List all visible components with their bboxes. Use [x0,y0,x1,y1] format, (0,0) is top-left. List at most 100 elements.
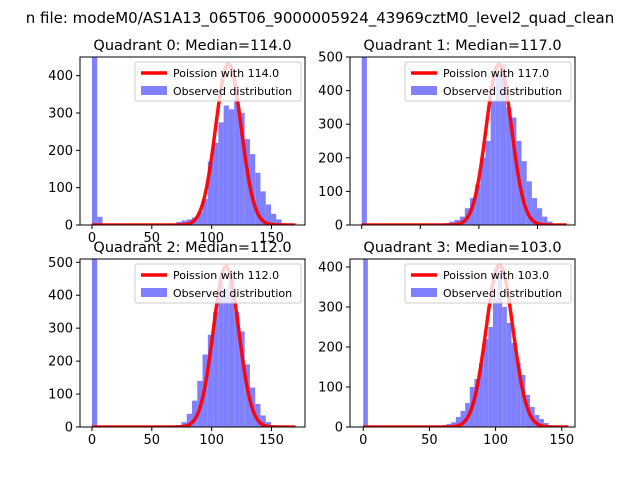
legend: Poission with 112.0 Observed distribution [134,263,302,304]
legend-box [404,61,572,102]
histogram-bar [223,288,229,427]
histogram-bar [213,142,219,225]
poisson-fit-line [90,264,297,427]
y-tick-label: 200 [48,144,73,159]
histogram-bar [451,422,456,427]
histogram-bar [506,107,512,225]
x-tick-label: 50 [144,433,161,448]
histogram-bar [218,122,224,225]
subplot-quadrant-3: Quadrant 3: Median=103.0 0 50 100 150 0 100 200… [318,240,576,448]
histogram-bar [91,259,98,427]
histogram-bar [454,219,460,225]
y-tick-label: 300 [48,107,73,122]
subplot-title: Quadrant 1: Median=117.0 [363,38,561,54]
histogram-bar [542,216,548,225]
plot-area [90,259,297,427]
x-tick-label: 0 [88,433,96,448]
legend-label-poisson: Poission with 112.0 [173,269,279,282]
legend-bar-swatch [141,86,167,95]
histogram-bar [97,216,103,225]
y-tick-label: 400 [318,84,343,99]
histogram-bar [363,259,368,427]
histogram-bar [474,379,480,427]
x-tick-label: 0 [88,231,96,246]
histogram-bar [207,334,214,427]
histogram-bar [511,343,517,427]
histogram-bar [181,220,187,225]
histogram-bar [460,411,466,427]
histogram-bar [255,172,261,225]
histogram-bar [483,339,489,427]
x-tick-label: 50 [421,433,438,448]
y-tick-label: 500 [48,256,73,271]
histogram-bar [516,363,521,427]
histogram-bar [223,105,229,225]
histogram-bar [521,161,527,225]
y-tick-label: 0 [335,219,343,234]
subplot-title: Quadrant 0: Median=114.0 [93,38,291,54]
subplot-grid: Quadrant 0: Median=114.0 0 50 100 150 0 100 200… [48,38,576,448]
y-tick-label: 200 [318,151,343,166]
histogram-bar [260,415,266,427]
histogram-bar [244,139,250,225]
histogram-bar [265,204,272,225]
histogram-bar [197,211,203,225]
x-tick-label: 100 [199,433,224,448]
histogram-bar [181,422,187,427]
x-tick-label: 150 [259,433,284,448]
histogram-bar [239,113,245,225]
subplot-title: Quadrant 3: Median=103.0 [363,240,561,256]
legend-box [134,61,302,102]
legend-label-observed: Observed distribution [173,287,292,300]
histogram-bar [531,198,538,225]
subplot-quadrant-2: Quadrant 2: Median=112.0 0 50 100 150 0 100 200… [48,240,306,448]
histogram-bar [228,109,235,225]
histogram-bar [202,198,208,225]
legend-bar-swatch [411,288,437,297]
histogram-bar [495,73,501,225]
plot-area [362,259,570,427]
histogram-bar [485,141,491,225]
histogram-bar [192,400,198,427]
legend-bar-swatch [411,86,437,95]
plot-area [90,57,297,225]
legend-label-observed: Observed distribution [443,287,562,300]
histogram-bar [526,181,532,225]
subplot-quadrant-1: Quadrant 1: Median=117.0 0 100 200 300 400 500… [318,38,576,234]
histogram-bar [361,57,367,225]
histogram-bar [470,198,476,225]
figure-suptitle: n file: modeM0/AS1A13_065T06_9000005924_… [26,9,615,28]
legend-bar-swatch [141,288,167,297]
histogram-bar [234,311,240,427]
histogram-bar [492,299,498,427]
y-tick-label: 100 [48,181,73,196]
y-tick-label: 0 [65,421,73,436]
y-tick-label: 0 [65,219,73,234]
histogram-bar [271,213,277,225]
poisson-fit-line [360,62,568,225]
y-tick-label: 100 [318,185,343,200]
histogram-bar [186,413,193,427]
legend-label-poisson: Poission with 103.0 [443,269,549,282]
legend-label-observed: Observed distribution [173,85,292,98]
histogram-bar [502,307,507,427]
histogram-bar [249,154,256,225]
histogram-bar [218,282,224,427]
legend-label-poisson: Poission with 114.0 [173,67,279,80]
y-tick-label: 400 [48,289,73,304]
legend-label-poisson: Poission with 117.0 [443,67,549,80]
histogram-bar [234,98,240,225]
axes-frame [349,258,576,428]
x-tick-label: 150 [549,433,574,448]
subplot-quadrant-0: Quadrant 0: Median=114.0 0 50 100 150 0 100 200… [48,38,306,246]
histogram-bar [488,327,493,427]
histogram-bar [276,219,282,225]
histogram-bar [500,63,507,225]
histogram-bar [506,323,512,427]
histogram-bar [520,375,526,427]
histogram-bar [480,157,486,225]
legend: Poission with 114.0 Observed distribution [134,61,302,102]
axes-frame [349,56,576,226]
histogram-bar [455,417,461,427]
